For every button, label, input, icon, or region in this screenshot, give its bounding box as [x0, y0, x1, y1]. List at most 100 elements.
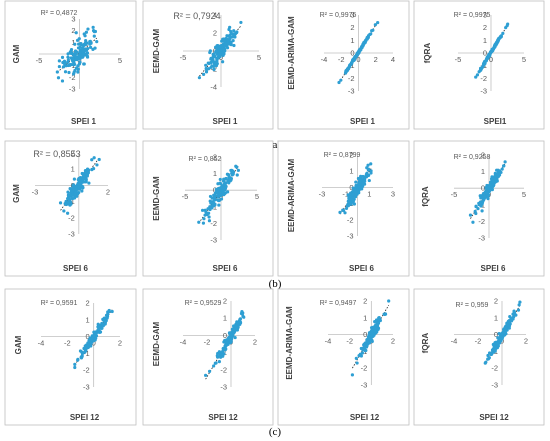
r-squared-label: R² = 0,9975 [454, 12, 491, 19]
y-axis-label: EEMD-ARIMA-GAM [287, 16, 296, 90]
data-point [212, 67, 216, 72]
x-axis-label: SPEI 12 [208, 413, 238, 422]
data-point [489, 352, 493, 357]
data-point [487, 54, 491, 58]
data-point [82, 174, 86, 178]
x-tick-label: -4 [38, 339, 45, 348]
data-point [75, 56, 79, 60]
data-point [206, 67, 211, 71]
data-point [64, 202, 68, 207]
x-tick-label: 5 [522, 190, 526, 199]
data-point [84, 53, 88, 57]
data-point [233, 335, 237, 340]
y-tick-label: 2 [350, 23, 354, 32]
data-point [229, 31, 234, 36]
x-tick-label: -1 [342, 189, 349, 198]
data-point [76, 64, 80, 68]
data-point [488, 186, 493, 190]
data-point [210, 196, 214, 200]
y-tick-label: 1 [85, 315, 89, 324]
data-point [101, 323, 105, 327]
x-tick-label: -5 [455, 55, 462, 64]
data-point [476, 207, 480, 211]
data-point [208, 49, 212, 53]
x-axis-label: SPEI1 [484, 117, 507, 126]
data-point [221, 179, 226, 183]
x-tick-label: -5 [451, 190, 458, 199]
y-tick-label: -3 [220, 383, 227, 392]
data-point [209, 201, 213, 205]
data-point [66, 58, 70, 62]
data-point [86, 168, 91, 172]
y-tick-label: 0 [213, 186, 217, 195]
data-point [363, 346, 367, 350]
data-point [104, 313, 109, 317]
data-point [201, 221, 206, 225]
data-point [222, 182, 226, 186]
data-point [493, 180, 497, 185]
data-point [80, 350, 84, 354]
data-point [468, 213, 473, 217]
data-point [78, 177, 82, 181]
y-tick-label: 0 [363, 330, 367, 339]
data-point [222, 347, 226, 352]
data-point [505, 24, 509, 28]
data-point [74, 190, 78, 194]
data-point [84, 30, 88, 34]
data-point [76, 70, 80, 74]
data-point [471, 220, 475, 224]
data-point [82, 32, 86, 36]
y-axis-label: GAM [14, 335, 23, 354]
y-tick-label: 2 [483, 23, 487, 32]
data-point [474, 204, 478, 208]
data-point [222, 47, 226, 51]
y-axis-label: GAM [12, 44, 21, 63]
y-tick-label: -2 [348, 74, 355, 83]
chart-frame [277, 288, 410, 426]
data-point [56, 76, 61, 80]
y-tick-label: -3 [69, 85, 76, 94]
data-point [92, 156, 96, 160]
data-point [86, 27, 90, 31]
data-point [502, 327, 506, 331]
data-point [477, 70, 481, 74]
x-tick-label: 2 [391, 337, 395, 346]
data-point [104, 319, 108, 323]
data-point [232, 331, 236, 335]
data-point [354, 356, 358, 360]
data-point [355, 361, 359, 365]
data-point [240, 312, 244, 316]
data-point [207, 215, 211, 219]
x-axis-label: SPEI 1 [71, 117, 96, 126]
x-tick-label: -4 [451, 337, 458, 346]
data-point [511, 317, 515, 321]
data-point [91, 25, 95, 29]
data-point [356, 51, 360, 56]
data-point [78, 60, 82, 64]
data-point [209, 61, 213, 65]
data-point [67, 197, 72, 201]
x-tick-label: -4 [325, 337, 332, 346]
panel-label-c: (c) [269, 426, 282, 438]
data-point [236, 168, 240, 172]
data-point [228, 34, 232, 39]
data-point [232, 43, 236, 48]
data-point [477, 203, 481, 207]
y-tick-label: 2 [213, 153, 217, 162]
y-tick-label: 0 [85, 332, 89, 341]
data-point [223, 41, 227, 46]
panel-label-b: (b) [269, 278, 282, 290]
y-tick-label: -3 [491, 381, 498, 390]
data-point [219, 352, 223, 356]
data-point [489, 177, 494, 181]
x-tick-label: 3 [391, 189, 395, 198]
y-axis-label: GAM [12, 184, 21, 203]
y-tick-label: 0 [223, 331, 227, 340]
data-point [221, 354, 225, 358]
data-point [518, 300, 522, 304]
x-tick-label: 1 [367, 189, 371, 198]
data-point [346, 204, 350, 208]
x-axis-label: SPEI 6 [213, 264, 238, 273]
data-point [238, 317, 242, 321]
